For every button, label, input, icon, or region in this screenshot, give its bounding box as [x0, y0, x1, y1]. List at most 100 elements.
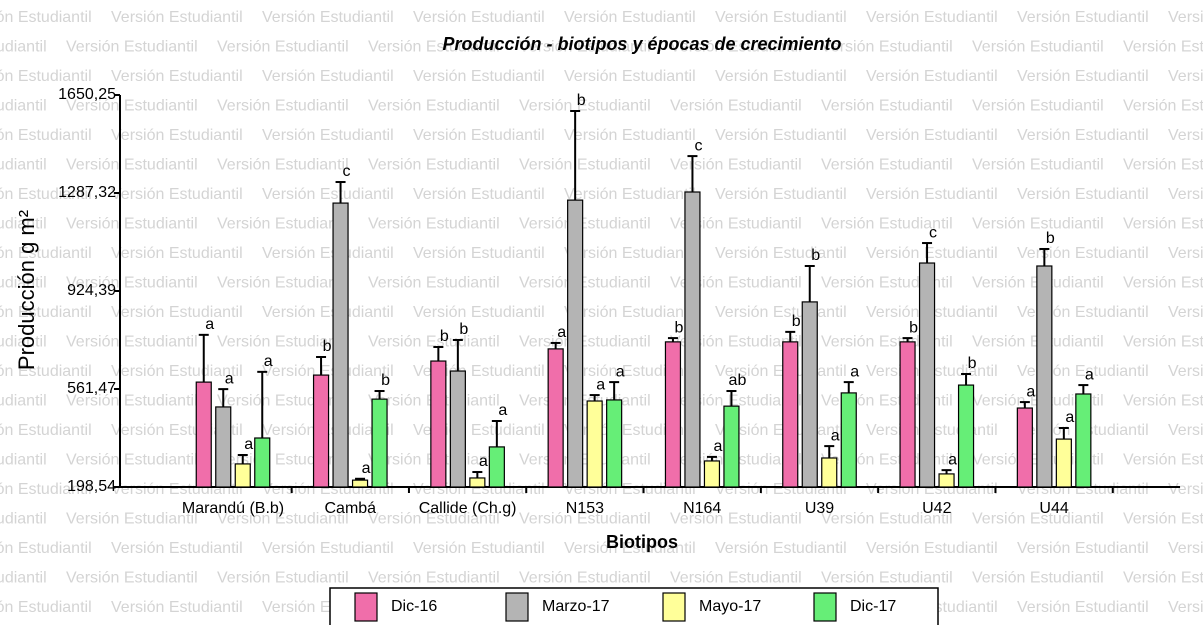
bar [723, 405, 740, 488]
watermark-text: Versión Estudiantil [0, 186, 92, 203]
watermark-text: Versión Estudiantil [0, 334, 47, 351]
watermark-text: Versión Estudiantil [670, 98, 802, 115]
watermark-text: Versión Estudiantil [564, 304, 696, 321]
watermark-text: Versión Estudiantil [1017, 599, 1149, 616]
watermark-text: Versión Estudiantil [866, 68, 998, 85]
watermark-text: Versión Estudiantil [715, 9, 847, 26]
y-tick-label: 198,54 [67, 478, 116, 495]
watermark-text: Versión Estudiantil [0, 363, 92, 380]
bar [918, 262, 936, 488]
x-tick-label: Cambá [325, 500, 377, 517]
watermark-text: Versión Estudiantil [262, 363, 394, 380]
watermark-text: Versión Estudiantil [66, 334, 198, 351]
watermark-text: Versión Estudiantil [0, 68, 92, 85]
watermark-text: Versión Estudiantil [1017, 9, 1149, 26]
watermark-text: Versión Estudiantil [0, 393, 47, 410]
legend-box [329, 587, 939, 625]
watermark-text: Versión Estudiantil [1168, 127, 1203, 144]
legend-swatch [662, 592, 686, 622]
watermark-text: Versión Estudiantil [519, 334, 651, 351]
watermark-text: Versión Estudiantil [262, 68, 394, 85]
watermark-text: Versión Estudiantil [111, 540, 243, 557]
significance-label: a [1085, 366, 1094, 383]
watermark-text: Versión Estudiantil [821, 157, 953, 174]
watermark-text: Versión Estudiantil [519, 393, 651, 410]
watermark-text: Versión Estudiantil [866, 127, 998, 144]
watermark-text: Versión Estudiantil [1017, 68, 1149, 85]
watermark-text: Versión Estudiantil [262, 245, 394, 262]
watermark-text: Versión Estudiantil [866, 540, 998, 557]
watermark-text: Versión Estudiantil [1123, 393, 1203, 410]
watermark-text: Versión Estudiantil [368, 157, 500, 174]
significance-label: b [440, 328, 449, 345]
watermark-text: Versión Estudiantil [262, 127, 394, 144]
watermark-text: Versión Estudiantil [66, 216, 198, 233]
x-tick-label: N164 [683, 500, 721, 517]
watermark-text: Versión Estudiantil [111, 127, 243, 144]
watermark-text: Versión Estudiantil [368, 275, 500, 292]
watermark-text: Versión Estudiantil [1168, 245, 1203, 262]
watermark-text: Versión Estudiantil [670, 334, 802, 351]
significance-label: a [362, 460, 371, 477]
watermark-text: Versión Estudiantil [368, 511, 500, 528]
watermark-text: Versión Estudiantil [0, 570, 47, 587]
bar [606, 399, 623, 488]
legend-label: Dic-17 [850, 598, 896, 615]
watermark-text: Versión Estudiantil [821, 98, 953, 115]
watermark-text: Versión Estudiantil [111, 186, 243, 203]
watermark-text: Versión Estudiantil [368, 570, 500, 587]
watermark-text: Versión Estudiantil [821, 39, 953, 56]
watermark-text: Versión Estudiantil [1123, 98, 1203, 115]
significance-label: a [850, 363, 859, 380]
watermark-text: Versión Estudiantil [217, 98, 349, 115]
watermark-text: Versión Estudiantil [972, 98, 1104, 115]
watermark-text: Versión Estudiantil [0, 245, 92, 262]
watermark-text: Versión Estudiantil [519, 157, 651, 174]
bar [567, 199, 584, 488]
watermark-text: Versión Estudiantil [670, 39, 802, 56]
watermark-text: Versión Estudiantil [66, 511, 198, 528]
watermark-text: Versión Estudiantil [564, 540, 696, 557]
bar [821, 457, 838, 488]
bar [664, 341, 682, 488]
watermark-text: Versión Estudiantil [1017, 127, 1149, 144]
bar [547, 348, 564, 488]
watermark-text: Versión Estudiantil [1168, 422, 1203, 439]
legend-swatch [354, 592, 378, 622]
watermark-text: Versión Estudiantil [0, 157, 47, 174]
watermark-text: Versión Estudiantil [1123, 216, 1203, 233]
watermark-text: Versión Estudiantil [413, 540, 545, 557]
watermark-text: Versión Estudiantil [217, 275, 349, 292]
watermark-text: Versión Estudiantil [1123, 157, 1203, 174]
significance-label: b [323, 338, 332, 355]
watermark-text: Versión Estudiantil [0, 481, 92, 498]
y-tick-label: 1287,32 [58, 184, 116, 201]
watermark-text: Versión Estudiantil [0, 275, 47, 292]
watermark-text: Versión Estudiantil [670, 275, 802, 292]
watermark-text: Versión Estudiantil [670, 570, 802, 587]
watermark-text: Versión Estudiantil [1168, 9, 1203, 26]
watermark-text: Versión Estudiantil [564, 9, 696, 26]
watermark-text: Versión Estudiantil [519, 216, 651, 233]
watermark-text: Versión Estudiantil [1123, 452, 1203, 469]
watermark-text: Versión Estudiantil [66, 39, 198, 56]
bar [782, 341, 799, 488]
watermark-text: Versión Estudiantil [1123, 570, 1203, 587]
bar [801, 301, 818, 488]
watermark-text: Versión Estudiantil [262, 186, 394, 203]
significance-label: a [264, 353, 273, 370]
watermark-text: Versión Estudiantil [413, 127, 545, 144]
watermark-text: Versión Estudiantil [564, 68, 696, 85]
watermark-text: Versión Estudiantil [866, 245, 998, 262]
watermark-text: Versión Estudiantil [66, 157, 198, 174]
watermark-text: Versión Estudiantil [217, 511, 349, 528]
watermark-text: Versión Estudiantil [821, 511, 953, 528]
watermark-text: Versión Estudiantil [0, 127, 92, 144]
significance-label: b [1046, 230, 1055, 247]
watermark-text: Versión Estudiantil [519, 452, 651, 469]
significance-label: a [831, 427, 840, 444]
significance-label: a [498, 402, 507, 419]
y-axis-label: Producción g m² [14, 210, 39, 370]
watermark-text: Versión Estudiantil [821, 216, 953, 233]
